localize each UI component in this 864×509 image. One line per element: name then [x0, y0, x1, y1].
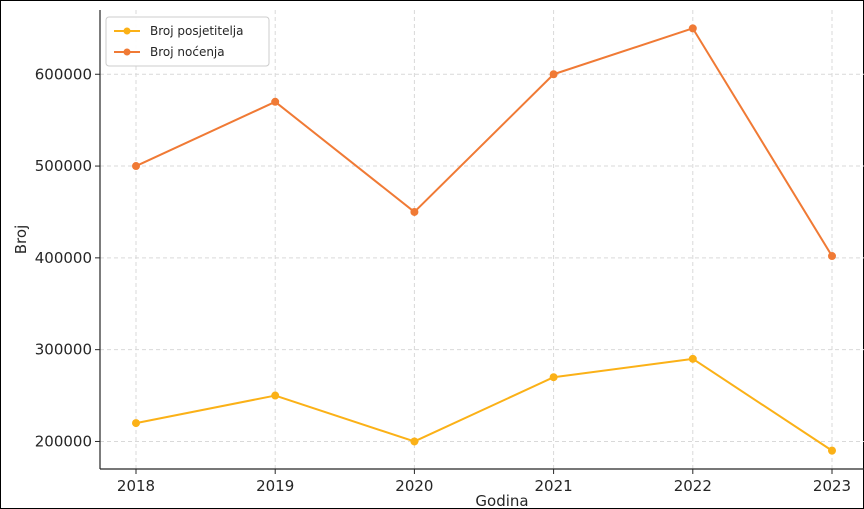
data-point: [410, 207, 419, 216]
data-point: [828, 252, 836, 261]
y-tick-labels: 200000 300000 400000 500000 600000: [35, 65, 100, 450]
y-tick-label: 300000: [35, 341, 92, 359]
y-tick-label: 200000: [35, 432, 92, 450]
y-tick-label: 600000: [35, 65, 92, 83]
legend-box: [105, 16, 270, 67]
series-line-0: [135, 357, 833, 452]
y-tick-label: 500000: [35, 157, 92, 175]
data-point: [132, 162, 140, 171]
y-tick-label: 400000: [35, 249, 92, 267]
data-point: [688, 354, 697, 363]
data-point: [688, 24, 697, 33]
x-tick-label: 2018: [117, 477, 155, 495]
data-point: [271, 97, 280, 106]
y-axis-title: Broj: [12, 225, 30, 254]
data-point: [549, 373, 558, 382]
legend-label-overnight-stays: Broj noćenja: [150, 45, 225, 59]
x-tick-label: 2021: [535, 477, 573, 495]
x-tick-label: 2022: [674, 477, 712, 495]
data-point: [828, 446, 836, 455]
legend-label-visitors: Broj posjetitelja: [150, 24, 243, 38]
x-tick-labels: 2018 2019 2020 2021 2022 2023: [117, 469, 851, 495]
legend-marker-visitors: [123, 27, 131, 35]
x-tick-label: 2019: [256, 477, 294, 495]
data-point: [271, 391, 280, 400]
data-point: [549, 70, 558, 79]
x-tick-label: 2023: [813, 477, 851, 495]
legend: Broj posjetitelja Broj noćenja: [105, 16, 270, 67]
data-point: [410, 437, 419, 446]
grid-lines: [100, 10, 864, 469]
data-point: [132, 419, 140, 428]
legend-marker-overnight-stays: [123, 48, 131, 56]
x-axis-title: Godina: [475, 492, 528, 509]
series-group: [132, 24, 836, 455]
series-line-1: [135, 27, 833, 257]
x-tick-label: 2020: [395, 477, 433, 495]
